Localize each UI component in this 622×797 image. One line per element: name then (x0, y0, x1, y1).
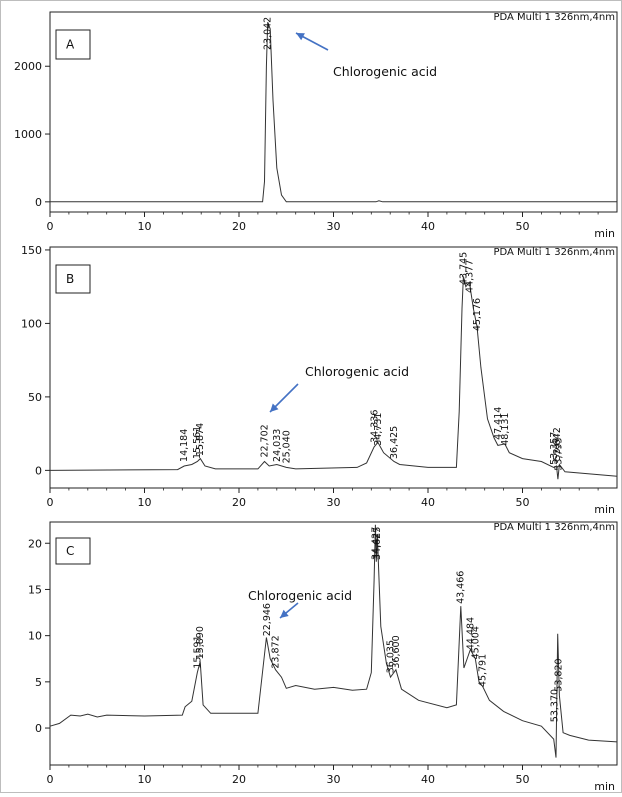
annotation-arrowhead (296, 33, 305, 41)
peak-label: 15,890 (195, 626, 206, 659)
x-tick-label: 20 (232, 220, 246, 233)
x-tick-label: 0 (47, 220, 54, 233)
x-tick-label: 10 (138, 496, 152, 509)
panel-a: PDA Multi 1 326nm,4nm A 0 10 20 30 40 50 min 0 100… (14, 11, 618, 240)
x-tick-label: 40 (421, 773, 435, 786)
peak-label: 48,131 (500, 413, 511, 446)
x-tick-label: 40 (421, 220, 435, 233)
peak-label: 47,414 (493, 407, 504, 440)
peak-label: 23,042 (263, 17, 274, 50)
y-tick-label: 50 (28, 391, 42, 404)
peak-label: 34,336 (369, 410, 380, 443)
y-tick-label: 15 (28, 583, 42, 596)
x-tick-label: 10 (138, 773, 152, 786)
peak-label: 36,035 (386, 640, 397, 673)
peak-label: 25,040 (282, 430, 293, 463)
peak-label: 43,745 (458, 252, 469, 285)
y-tick-label: 1000 (14, 128, 42, 141)
peak-label: 45,176 (472, 298, 483, 331)
y-tick-label: 10 (28, 630, 42, 643)
panel-b: PDA Multi 1 326nm,4nm B 0 10 20 30 40 50 min 0 50 1… (21, 244, 618, 516)
peak-label: 36,425 (389, 426, 400, 459)
y-tick-label: 5 (35, 676, 42, 689)
peak-label: 22,702 (260, 424, 271, 457)
x-tick-label: 0 (47, 773, 54, 786)
peak-label: 22,946 (262, 603, 273, 636)
y-tick-label: 0 (35, 722, 42, 735)
x-tick-label: 50 (516, 496, 530, 509)
panel-label: C (66, 544, 74, 558)
peak-label: 15,561 (192, 426, 203, 459)
y-tick-label: 0 (35, 464, 42, 477)
peak-label: 34,427 (370, 527, 381, 560)
y-tick-label: 150 (21, 244, 42, 257)
y-tick-label: 2000 (14, 60, 42, 73)
peak-label: 34,731 (373, 413, 384, 446)
detector-header: PDA Multi 1 326nm,4nm (493, 522, 615, 533)
panel-label-box (55, 264, 91, 294)
annotation-label: Chlorogenic acid (248, 588, 352, 603)
detector-header: PDA Multi 1 326nm,4nm (493, 247, 615, 258)
y-tick-label: 20 (28, 537, 42, 550)
x-tick-label: 30 (327, 496, 341, 509)
x-tick-label: 50 (516, 773, 530, 786)
peak-label: 24,033 (272, 429, 283, 462)
x-tick-label: 20 (232, 496, 246, 509)
y-tick-label: 0 (35, 196, 42, 209)
x-axis-label: min (594, 780, 615, 793)
y-tick-label: 100 (21, 317, 42, 330)
x-tick-label: 20 (232, 773, 246, 786)
chromatogram-trace (50, 22, 617, 203)
panel-label: B (66, 272, 74, 286)
peak-label: 44,377 (464, 260, 475, 293)
peak-label: 15,874 (195, 423, 206, 456)
chromatogram-trace (49, 524, 618, 758)
peak-label: 45,004 (470, 626, 481, 659)
peak-label: 36,600 (391, 635, 402, 668)
peak-label: 44,484 (465, 617, 476, 650)
annotation-arrowhead (280, 609, 289, 618)
peak-label: 53,642 (552, 427, 563, 460)
peak-label: 15,591 (192, 635, 203, 668)
peak-label: 53,357 (549, 432, 560, 465)
peak-label: 53,793 (553, 438, 564, 471)
peak-label: 43,466 (456, 571, 467, 604)
annotation-arrowhead (270, 403, 279, 412)
detector-header: PDA Multi 1 326nm,4nm (493, 12, 615, 23)
peak-label: 34,625 (372, 527, 383, 560)
annotation-label: Chlorogenic acid (305, 364, 409, 379)
x-tick-label: 30 (327, 773, 341, 786)
peak-label: 53,370 (549, 689, 560, 722)
x-tick-label: 40 (421, 496, 435, 509)
panel-c: PDA Multi 1 326nm,4nm C 0 10 20 30 40 50 min 0 5 10… (28, 521, 618, 793)
annotation-label: Chlorogenic acid (333, 64, 437, 79)
x-tick-label: 10 (138, 220, 152, 233)
x-tick-label: 0 (47, 496, 54, 509)
x-tick-label: 50 (516, 220, 530, 233)
x-axis-label: min (594, 227, 615, 240)
peak-label: 45,791 (478, 654, 489, 687)
peak-label: 14,184 (179, 429, 190, 462)
x-axis-label: min (594, 503, 615, 516)
peak-label: 23,872 (271, 635, 282, 668)
chromatogram-trace (49, 276, 618, 480)
x-tick-label: 30 (327, 220, 341, 233)
panel-label-box (55, 537, 91, 565)
panel-label: A (66, 38, 75, 52)
panel-label-box (55, 29, 91, 60)
peak-label: 53,820 (554, 658, 565, 691)
